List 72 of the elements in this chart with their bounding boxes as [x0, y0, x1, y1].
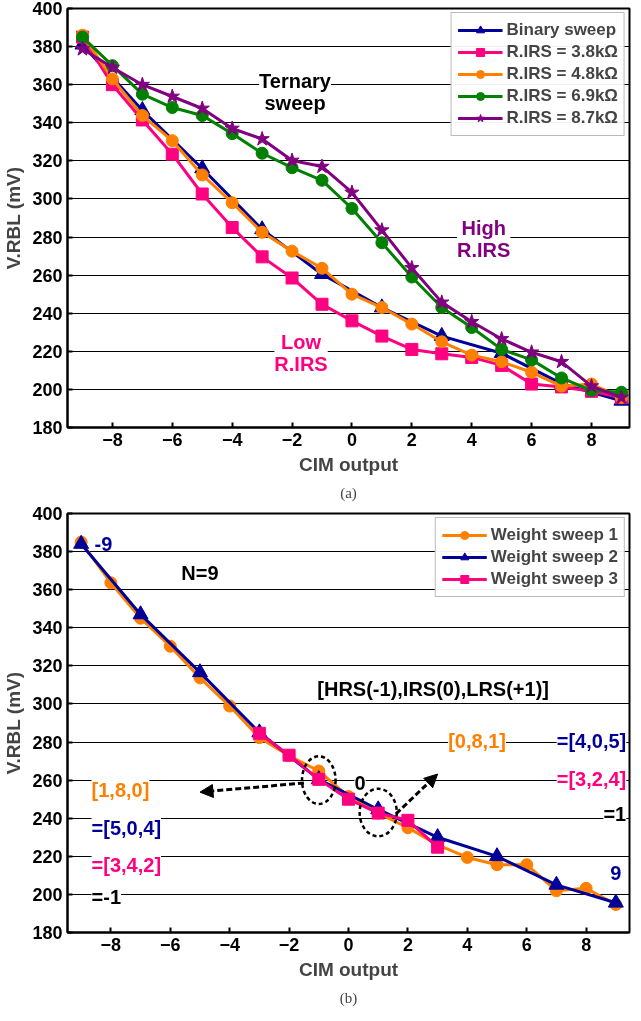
- y-tick-label: 400: [32, 504, 63, 524]
- y-tick-label: 220: [32, 341, 63, 362]
- y-tick-label: 280: [32, 227, 63, 248]
- y-tick-label: 340: [32, 618, 63, 639]
- annotation: =1: [603, 802, 627, 825]
- x-tick-label: −4: [219, 934, 240, 955]
- legend-label: Binary sweep: [506, 19, 617, 41]
- x-tick-label: 8: [586, 429, 597, 450]
- annotation: Ternary sweep: [259, 70, 332, 115]
- x-tick-label: 4: [466, 429, 477, 450]
- x-tick-label: 4: [462, 934, 473, 955]
- annotation: High R.IRS: [457, 216, 511, 261]
- text: (b): [339, 989, 358, 1007]
- x-axis-title: CIM output: [298, 958, 399, 980]
- y-tick-label: 380: [32, 542, 63, 563]
- y-tick-label: 260: [32, 770, 63, 791]
- y-tick-label: 280: [32, 732, 63, 753]
- annotation: N=9: [181, 561, 219, 584]
- annotation: =[3,4,2]: [91, 853, 162, 876]
- annotation: Low R.IRS: [274, 331, 328, 376]
- x-tick-label: 0: [343, 934, 354, 955]
- annotation: =[5,0,4]: [91, 817, 162, 840]
- y-tick-label: 200: [32, 884, 63, 905]
- y-axis-title: V.RBL (mV): [3, 166, 25, 270]
- x-tick-label: 2: [402, 934, 413, 955]
- legend-label: Weight sweep 1: [490, 524, 618, 546]
- y-tick-label: 200: [32, 379, 63, 400]
- annotation: =-1: [91, 886, 122, 909]
- legend-label: Weight sweep 3: [490, 568, 618, 590]
- legend-label: Weight sweep 2: [490, 546, 618, 568]
- y-axis-title: V.RBL (mV): [3, 671, 25, 775]
- y-tick-label: 320: [32, 151, 63, 172]
- annotation: [HRS(-1),IRS(0),LRS(+1)]: [317, 677, 549, 700]
- y-tick-label: 220: [32, 846, 63, 867]
- y-tick-label: 240: [32, 303, 63, 324]
- x-tick-label: 6: [526, 429, 537, 450]
- y-tick-label: 260: [32, 265, 63, 286]
- y-tick-label: 360: [32, 580, 63, 601]
- y-tick-label: 360: [32, 75, 63, 96]
- annotation: 9: [610, 862, 622, 885]
- y-tick-label: 180: [32, 418, 63, 438]
- x-tick-label: −6: [162, 429, 183, 450]
- x-tick-label: −8: [100, 934, 122, 955]
- x-tick-label: −8: [102, 429, 123, 450]
- x-tick-label: 8: [581, 934, 592, 955]
- legend-label: R.IRS = 6.9kΩ: [506, 85, 618, 107]
- text: (a): [340, 484, 357, 502]
- annotation: -9: [94, 532, 113, 555]
- x-tick-label: −6: [160, 934, 181, 955]
- y-tick-label: 300: [32, 694, 63, 715]
- x-tick-label: 2: [406, 429, 417, 450]
- x-axis-title: CIM output: [298, 453, 399, 475]
- x-tick-label: −4: [221, 429, 243, 450]
- annotation: 0: [354, 771, 366, 794]
- y-tick-label: 180: [32, 923, 63, 943]
- annotation: =[4,0,5]: [556, 730, 627, 753]
- legend-label: R.IRS = 8.7kΩ: [506, 107, 618, 129]
- annotation: [0,8,1]: [448, 730, 506, 753]
- y-tick-label: 340: [32, 113, 63, 134]
- annotation: [1,8,0]: [91, 779, 150, 802]
- y-tick-label: 240: [32, 808, 63, 829]
- x-tick-label: −2: [281, 429, 303, 450]
- x-tick-label: 0: [346, 429, 357, 450]
- legend-label: R.IRS = 4.8kΩ: [506, 63, 618, 85]
- x-tick-label: 6: [521, 934, 532, 955]
- y-tick-label: 400: [32, 0, 63, 19]
- x-tick-label: −2: [278, 934, 300, 955]
- y-tick-label: 300: [32, 189, 63, 210]
- y-tick-label: 380: [32, 37, 63, 58]
- annotation: =[3,2,4]: [556, 768, 627, 791]
- y-tick-label: 320: [32, 656, 63, 677]
- legend-label: R.IRS = 3.8kΩ: [506, 41, 618, 63]
